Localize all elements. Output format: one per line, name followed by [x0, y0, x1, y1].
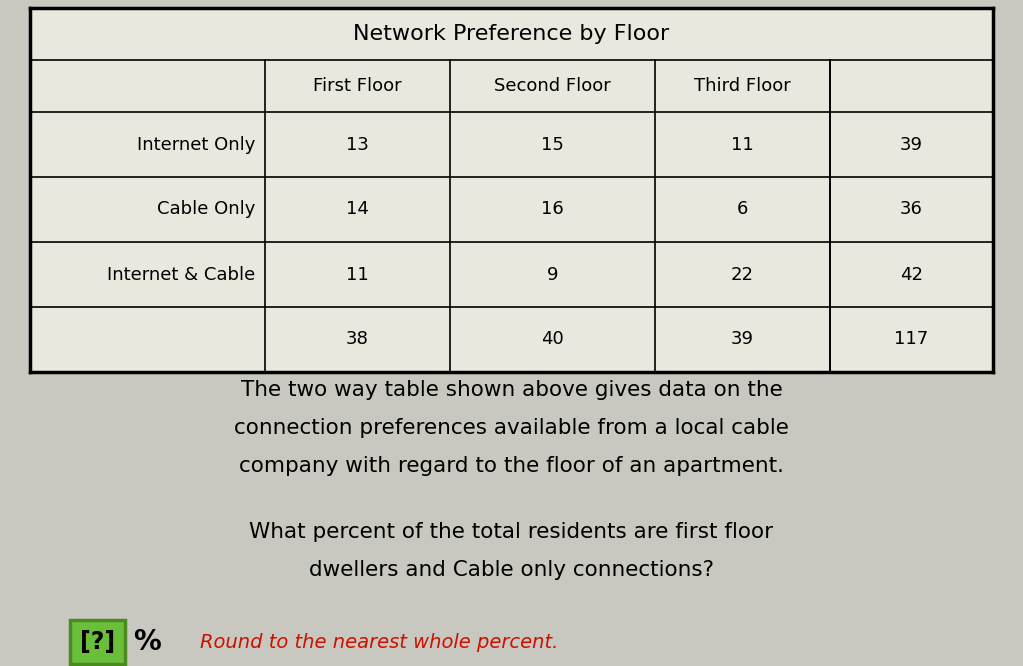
Text: 117: 117 — [894, 330, 929, 348]
Text: Third Floor: Third Floor — [695, 77, 791, 95]
Bar — [70, 620, 125, 664]
Text: 13: 13 — [346, 135, 369, 153]
Bar — [30, 8, 993, 60]
Text: 11: 11 — [346, 266, 369, 284]
Text: 42: 42 — [900, 266, 923, 284]
Text: 15: 15 — [541, 135, 564, 153]
Text: [?]: [?] — [80, 630, 115, 654]
Text: What percent of the total residents are first floor: What percent of the total residents are … — [250, 522, 773, 542]
Bar — [30, 8, 993, 372]
Text: Round to the nearest whole percent.: Round to the nearest whole percent. — [201, 633, 559, 651]
Bar — [30, 60, 993, 112]
Text: company with regard to the floor of an apartment.: company with regard to the floor of an a… — [239, 456, 784, 476]
Text: 40: 40 — [541, 330, 564, 348]
Text: 39: 39 — [731, 330, 754, 348]
Text: The two way table shown above gives data on the: The two way table shown above gives data… — [240, 380, 783, 400]
Text: 38: 38 — [346, 330, 369, 348]
Text: connection preferences available from a local cable: connection preferences available from a … — [234, 418, 789, 438]
Text: 36: 36 — [900, 200, 923, 218]
Text: First Floor: First Floor — [313, 77, 402, 95]
Text: 14: 14 — [346, 200, 369, 218]
Text: 11: 11 — [731, 135, 754, 153]
Text: Internet Only: Internet Only — [137, 135, 255, 153]
Text: Internet & Cable: Internet & Cable — [106, 266, 255, 284]
Text: 22: 22 — [731, 266, 754, 284]
Text: Cable Only: Cable Only — [157, 200, 255, 218]
Text: Second Floor: Second Floor — [494, 77, 611, 95]
Text: 6: 6 — [737, 200, 748, 218]
Text: %: % — [133, 628, 161, 656]
Text: 16: 16 — [541, 200, 564, 218]
Text: 39: 39 — [900, 135, 923, 153]
Text: 9: 9 — [546, 266, 559, 284]
Text: Network Preference by Floor: Network Preference by Floor — [353, 24, 670, 44]
Text: dwellers and Cable only connections?: dwellers and Cable only connections? — [309, 560, 714, 580]
